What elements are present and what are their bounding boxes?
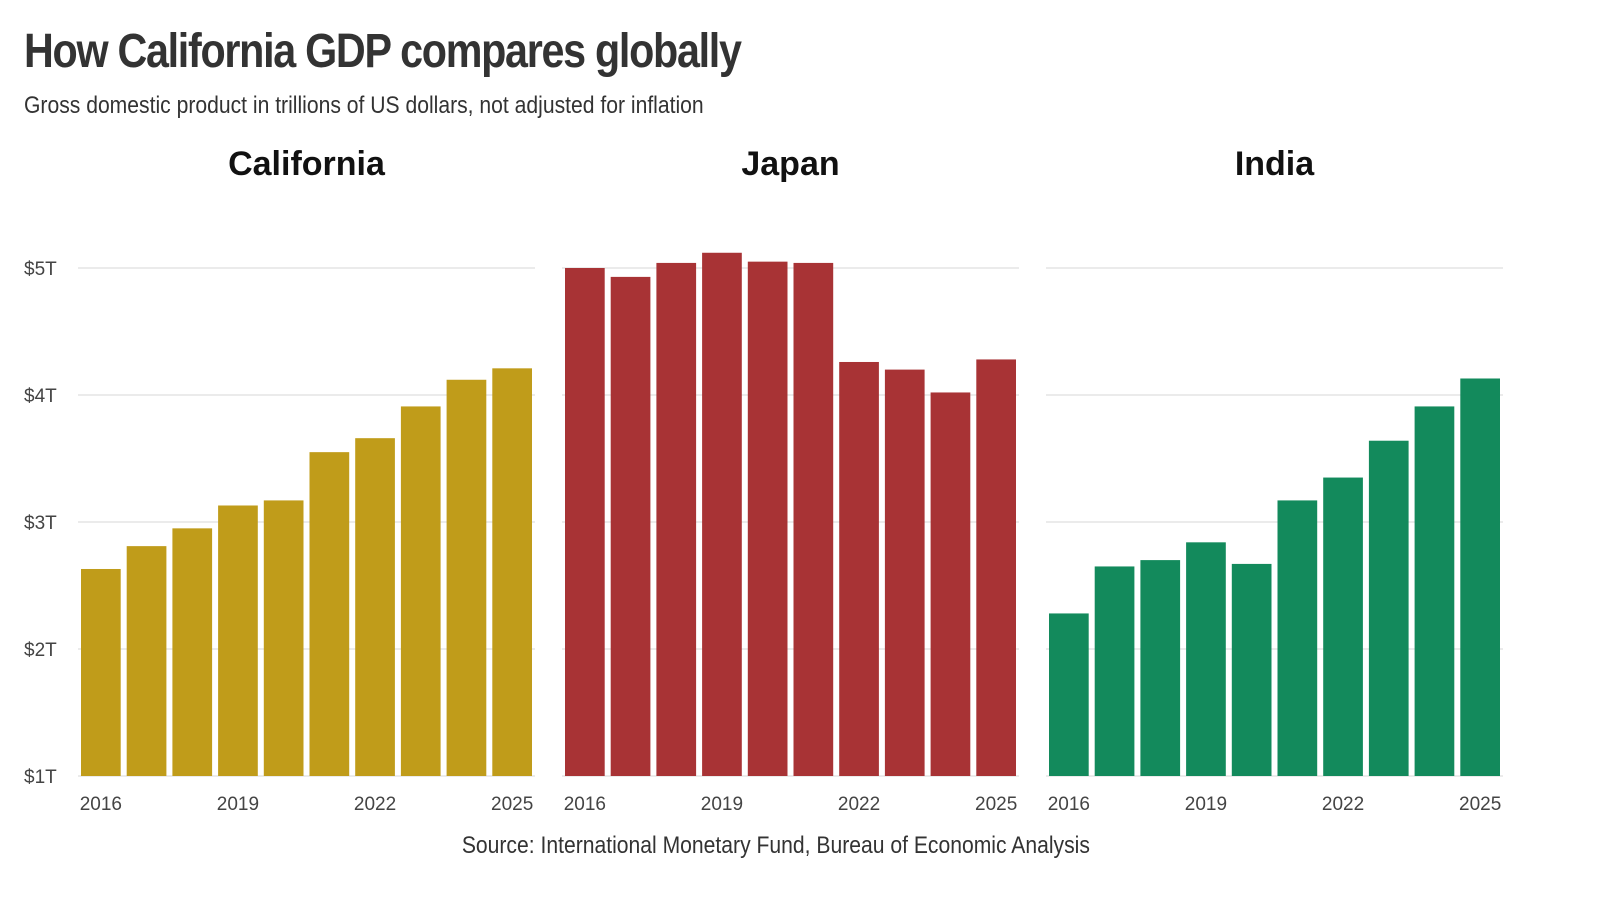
- x-tick-label: 2022: [1322, 794, 1364, 815]
- bar-california-2018: [172, 528, 213, 776]
- y-tick-label: $3T: [24, 513, 57, 534]
- x-tick-label: 2025: [975, 794, 1017, 815]
- x-tick-label: 2022: [838, 794, 880, 815]
- bar-japan-2016: [565, 268, 605, 776]
- panel-title-japan: Japan: [741, 145, 839, 183]
- bar-japan-2022: [839, 361, 879, 776]
- x-tick-label: 2019: [217, 794, 259, 815]
- x-tick-label: 2025: [491, 794, 533, 815]
- bar-india-2019: [1186, 542, 1226, 776]
- chart-subtitle: Gross domestic product in trillions of U…: [24, 92, 704, 119]
- y-tick-label: $4T: [24, 386, 57, 407]
- source-text: Source: International Monetary Fund, Bur…: [461, 832, 1091, 859]
- bar-california-2022: [355, 438, 395, 776]
- y-tick-label: $5T: [24, 259, 57, 280]
- bar-india-2018: [1140, 560, 1181, 776]
- chart-title: How California GDP compares globally: [24, 25, 742, 78]
- x-tick-label: 2016: [80, 794, 122, 815]
- x-tick-label: 2022: [354, 794, 396, 815]
- bar-japan-2024: [930, 392, 971, 776]
- bar-california-2017: [126, 546, 167, 776]
- bar-india-2022: [1323, 477, 1363, 776]
- bar-california-2020: [263, 500, 304, 776]
- bar-california-2023: [400, 406, 441, 776]
- bar-japan-2018: [656, 262, 697, 776]
- panel-title-india: India: [1235, 145, 1315, 183]
- bar-japan-2025: [976, 359, 1016, 776]
- bar-india-2024: [1414, 406, 1455, 776]
- source-note: Source: International Monetary Fund, Bur…: [0, 832, 1552, 860]
- bar-california-2025: [492, 368, 532, 776]
- bar-california-2021: [309, 452, 350, 776]
- bar-india-2017: [1094, 566, 1135, 776]
- y-tick-label: $2T: [24, 640, 57, 661]
- bar-india-2025: [1460, 378, 1500, 776]
- bar-india-2016: [1049, 613, 1089, 776]
- x-tick-label: 2019: [1185, 794, 1227, 815]
- x-tick-label: 2019: [701, 794, 743, 815]
- y-tick-label: $1T: [24, 767, 57, 788]
- x-tick-label: 2016: [1048, 794, 1090, 815]
- bar-california-2019: [218, 505, 258, 776]
- bar-california-2024: [446, 379, 487, 776]
- bar-japan-2023: [884, 369, 925, 776]
- bar-india-2020: [1231, 563, 1272, 776]
- bar-california-2016: [81, 568, 121, 776]
- bar-japan-2021: [793, 262, 834, 776]
- x-tick-label: 2016: [564, 794, 606, 815]
- bar-japan-2019: [702, 252, 742, 776]
- bar-india-2023: [1368, 440, 1409, 776]
- panel-title-california: California: [228, 145, 386, 183]
- bar-india-2021: [1277, 500, 1318, 776]
- bar-japan-2020: [747, 261, 788, 776]
- bar-japan-2017: [610, 276, 651, 776]
- x-tick-label: 2025: [1459, 794, 1501, 815]
